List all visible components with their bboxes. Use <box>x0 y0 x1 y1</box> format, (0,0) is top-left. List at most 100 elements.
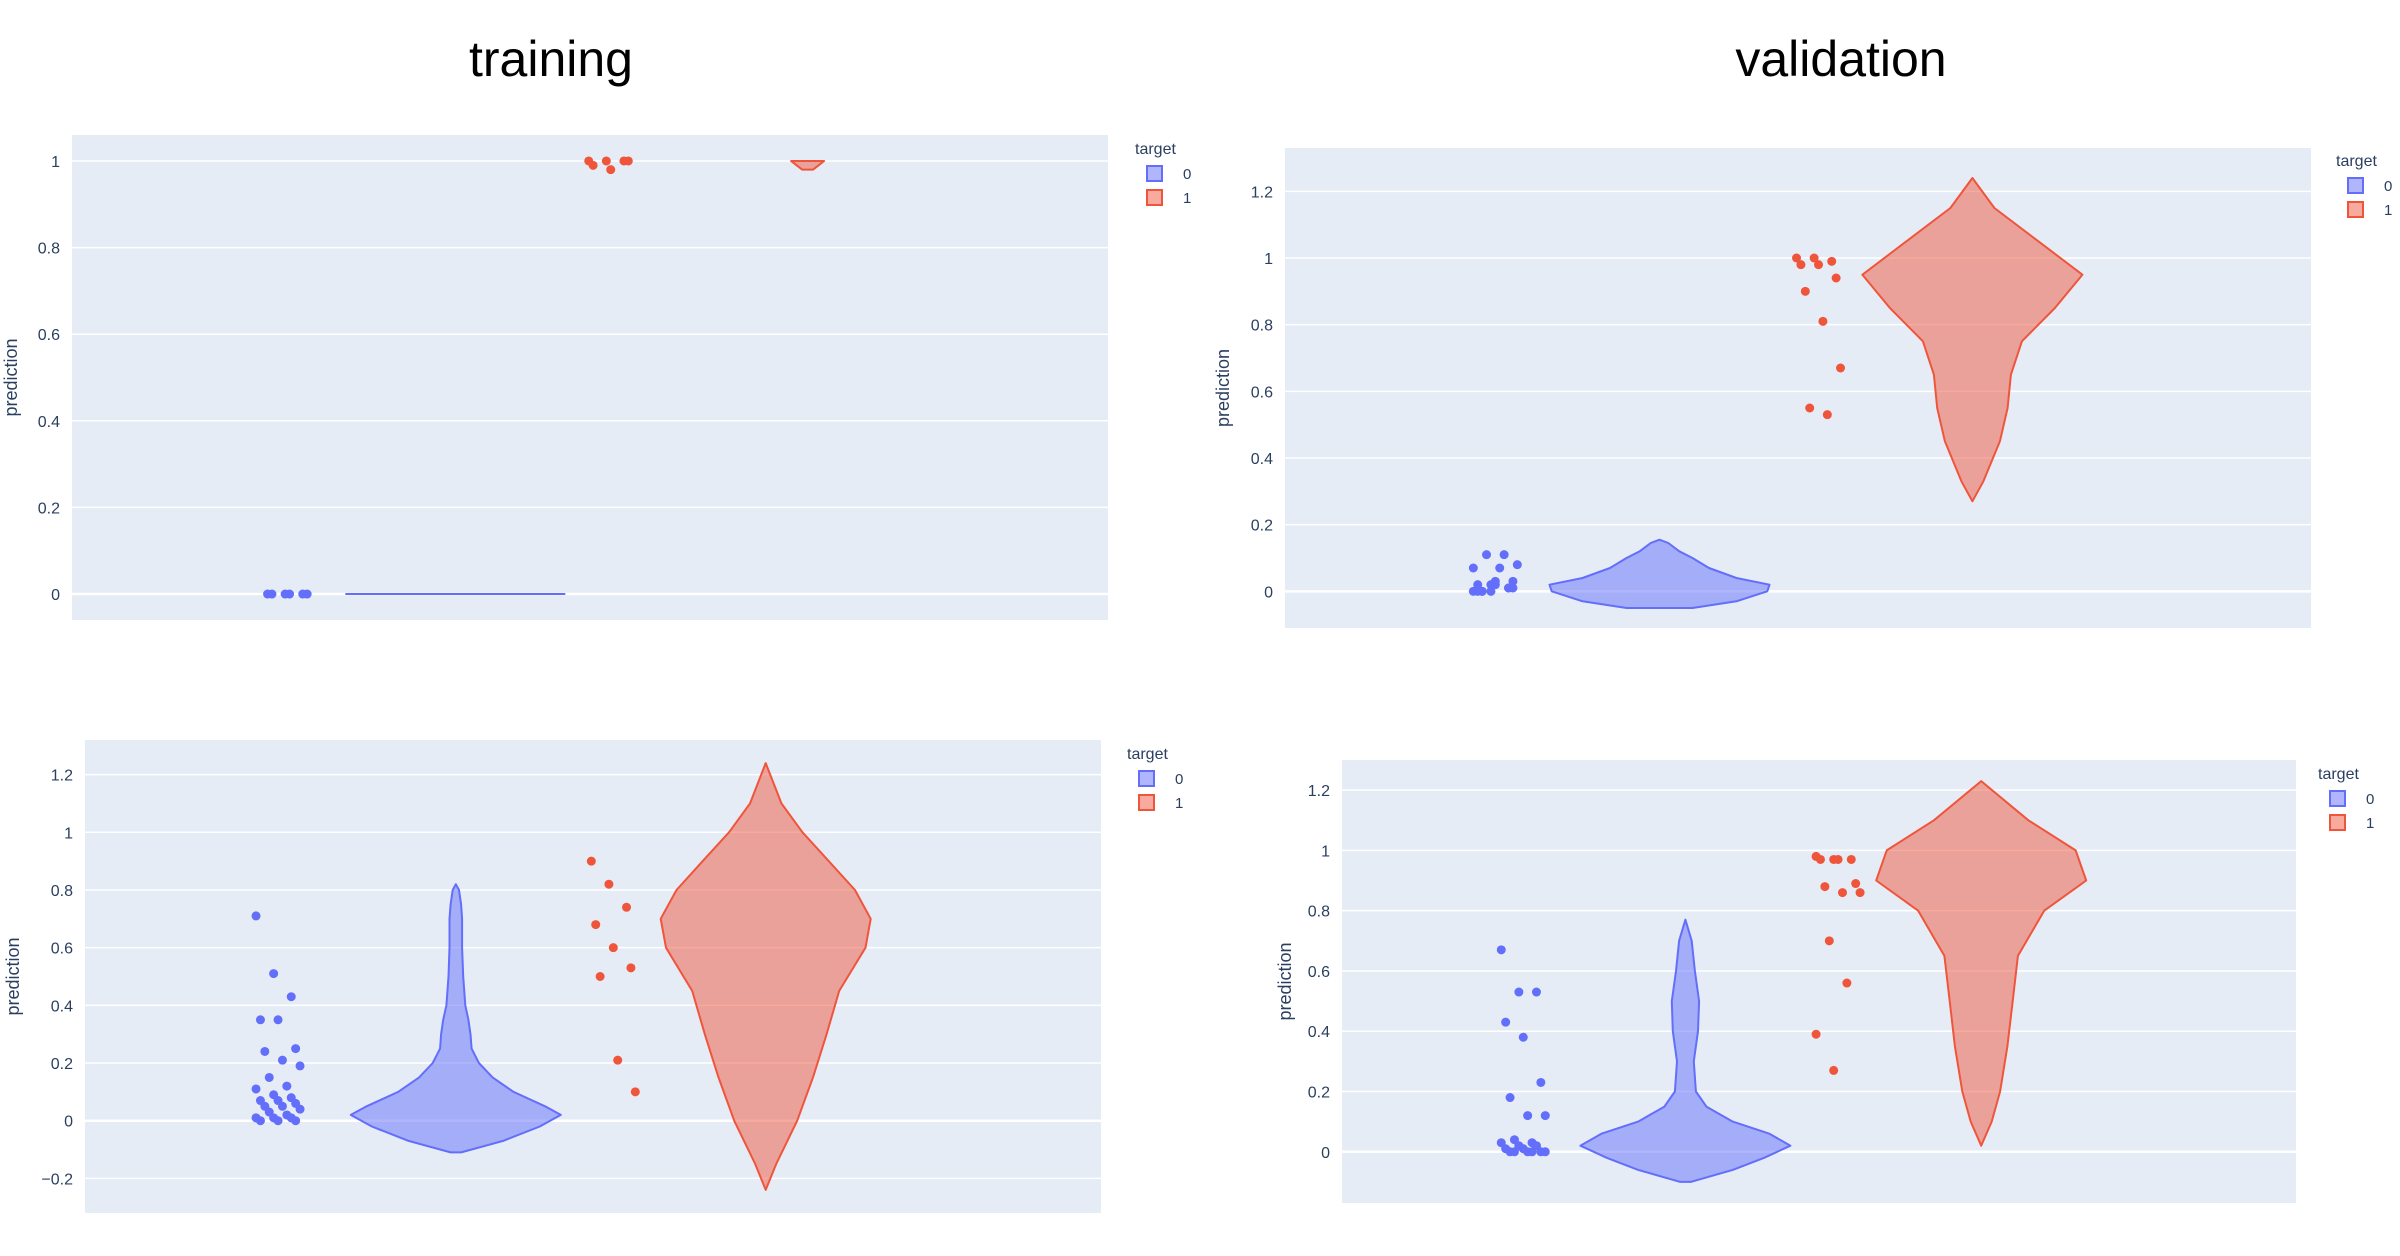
legend-swatch-1[interactable] <box>2329 814 2346 831</box>
legend-label-1[interactable]: 1 <box>2366 815 2374 832</box>
y-tick-label: 0 <box>64 1114 73 1131</box>
legend-label-1[interactable]: 1 <box>2384 202 2392 219</box>
point-target-0 <box>277 1101 287 1111</box>
point-target-0 <box>1527 1147 1537 1157</box>
point-target-0 <box>1531 987 1541 997</box>
point-target-1 <box>1811 1029 1821 1039</box>
point-target-0 <box>1501 1017 1511 1027</box>
legend-title: target <box>2318 766 2359 783</box>
legend-swatch-1[interactable] <box>2347 201 2364 218</box>
y-tick-label: 1 <box>64 825 73 842</box>
point-target-0 <box>1512 560 1522 570</box>
point-target-1 <box>588 160 598 170</box>
point-target-1 <box>1851 879 1861 889</box>
point-target-1 <box>1805 403 1815 413</box>
legend-title: target <box>1127 746 1168 763</box>
y-tick-label: 0.8 <box>38 241 60 258</box>
violin-target-0 <box>349 883 562 1154</box>
legend-label-0[interactable]: 0 <box>2384 178 2392 195</box>
point-target-0 <box>282 1081 292 1091</box>
point-target-0 <box>264 1072 274 1082</box>
point-target-1 <box>1833 854 1843 864</box>
point-target-0 <box>1499 550 1509 560</box>
point-target-1 <box>613 1055 623 1065</box>
point-target-0 <box>1523 1111 1533 1121</box>
legend-label-0[interactable]: 0 <box>2366 791 2374 808</box>
point-target-1 <box>604 879 614 889</box>
legend-label-1[interactable]: 1 <box>1183 190 1191 207</box>
point-target-0 <box>1505 1093 1515 1103</box>
point-target-0 <box>1540 1147 1550 1157</box>
y-tick-label: 0.8 <box>1308 904 1330 921</box>
point-target-0 <box>291 1116 301 1126</box>
legend-swatch-1[interactable] <box>1138 794 1155 811</box>
y-tick-label: 0.2 <box>51 1056 73 1073</box>
point-target-1 <box>1846 854 1856 864</box>
y-axis-label: prediction <box>3 937 23 1015</box>
violin-target-1 <box>1875 780 2088 1147</box>
violin-target-1 <box>790 160 826 171</box>
y-tick-label: 0.6 <box>1308 964 1330 981</box>
point-target-1 <box>1814 260 1824 270</box>
point-target-0 <box>285 589 295 599</box>
point-target-1 <box>630 1087 640 1097</box>
y-tick-label: 1 <box>1321 843 1330 860</box>
legend-swatch-0[interactable] <box>1146 165 1163 182</box>
plot-area <box>1342 760 2296 1203</box>
point-target-1 <box>601 156 611 166</box>
point-target-0 <box>286 992 296 1002</box>
point-target-0 <box>1486 586 1496 596</box>
legend-title: target <box>1135 141 1176 158</box>
point-target-1 <box>623 156 633 166</box>
point-target-0 <box>1496 945 1506 955</box>
legend-swatch-1[interactable] <box>1146 189 1163 206</box>
point-target-1 <box>1820 882 1830 892</box>
point-target-0 <box>1509 1147 1519 1157</box>
legend-label-0[interactable]: 0 <box>1183 166 1191 183</box>
point-target-1 <box>606 165 616 175</box>
point-target-0 <box>269 969 279 979</box>
violin-target-0 <box>1548 538 1771 609</box>
point-target-0 <box>295 1104 305 1114</box>
y-tick-label: 0 <box>51 587 60 604</box>
point-target-0 <box>260 1046 270 1056</box>
point-target-0 <box>1473 580 1483 590</box>
y-tick-label: 1.2 <box>51 768 73 785</box>
point-target-0 <box>1508 576 1518 586</box>
legend-swatch-0[interactable] <box>2329 790 2346 807</box>
point-target-1 <box>626 963 636 973</box>
legend-label-1[interactable]: 1 <box>1175 795 1183 812</box>
point-target-0 <box>1482 550 1492 560</box>
column-title-validation: validation <box>1735 31 1947 87</box>
plot-area <box>1285 148 2311 628</box>
point-target-1 <box>1836 363 1846 373</box>
point-target-0 <box>277 1055 287 1065</box>
y-tick-label: 1 <box>1264 251 1273 268</box>
y-tick-label: 0.4 <box>51 998 73 1015</box>
point-target-1 <box>1824 936 1834 946</box>
legend-label-0[interactable]: 0 <box>1175 771 1183 788</box>
point-target-0 <box>1477 586 1487 596</box>
validation-bottom-violin-chart: 0 0.2 0.4 0.6 0.8 1 1.2 prediction target 0 1 <box>1275 760 2374 1203</box>
y-tick-label: 0.8 <box>51 883 73 900</box>
point-target-0 <box>291 1044 301 1054</box>
y-tick-label: 0.8 <box>1251 318 1273 335</box>
y-tick-label: 0.6 <box>51 941 73 958</box>
point-target-0 <box>295 1061 305 1071</box>
y-axis-label: prediction <box>1275 942 1295 1020</box>
point-target-1 <box>1792 253 1802 263</box>
training-bottom-violin-chart: −0.2 0 0.2 0.4 0.6 0.8 1 1.2 prediction target 0 1 <box>3 740 1183 1213</box>
violin-target-0 <box>1579 918 1792 1183</box>
point-target-1 <box>1796 260 1806 270</box>
point-target-0 <box>273 1116 283 1126</box>
y-tick-label: 0.6 <box>38 327 60 344</box>
legend-swatch-0[interactable] <box>2347 177 2364 194</box>
y-tick-label: 0.6 <box>1251 384 1273 401</box>
point-target-0 <box>273 1015 283 1025</box>
training-top-violin-chart: 0 0.2 0.4 0.6 0.8 1 prediction target 0 1 <box>1 135 1191 620</box>
legend-swatch-0[interactable] <box>1138 770 1155 787</box>
y-axis-label: prediction <box>1 338 21 416</box>
y-tick-label: −0.2 <box>41 1171 73 1188</box>
y-tick-label: 1.2 <box>1308 783 1330 800</box>
y-tick-label: 0 <box>1321 1145 1330 1162</box>
